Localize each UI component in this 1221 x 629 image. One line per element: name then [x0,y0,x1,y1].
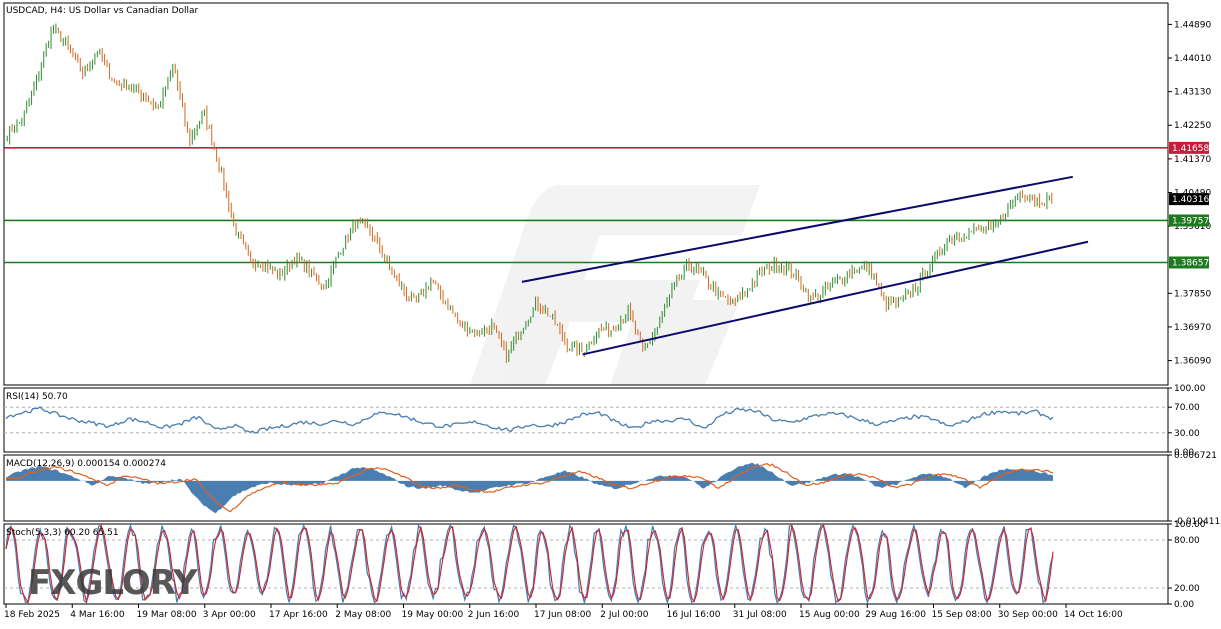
channel-upper-line[interactable] [521,175,1074,283]
x-tick-label: 19 May 00:00 [402,610,464,620]
y-tick-label: 1.36090 [1174,357,1211,367]
x-tick-label: 14 Oct 16:00 [1064,610,1123,620]
stoch-k-line [5,523,1054,605]
x-tick-label: 3 Apr 00:00 [203,610,256,620]
x-tick-label: 18 Feb 2025 [4,610,60,620]
macd-label: MACD(12,26,9) 0.000154 0.000274 [6,459,166,469]
x-tick-label: 2 Jun 16:00 [468,610,520,620]
level-price-label: 1.38657 [1172,258,1209,268]
y-tick-label: 1.39610 [1174,222,1211,232]
pane-border-macd [3,454,1169,522]
rsi-label: RSI(14) 50.70 [6,392,68,402]
level-price-label: 1.41658 [1172,144,1209,154]
x-tick-label: 2 Jul 00:00 [600,610,649,620]
level-price-label: 1.39757 [1172,216,1209,226]
level-price-tag [1169,256,1209,269]
stoch-axis-tick-label: 100.00 [1174,520,1206,530]
y-tick-label: 1.36970 [1174,323,1211,333]
stoch-label: Stoch(5,3,3) 60.20 65.51 [6,528,119,538]
watermark-logo-shape [470,185,760,385]
candles-group [6,23,1053,364]
watermark-logo-icon [470,185,760,385]
rsi-axis-tick-label: 100.00 [1174,384,1206,394]
current-price-tag [1169,193,1209,206]
rsi-axis-tick-label: 70.00 [1174,403,1200,413]
channel-lower-line[interactable] [582,240,1089,356]
y-tick-label: 1.44010 [1174,54,1211,64]
macd-signal-line [6,463,1054,513]
y-tick-label: 1.42250 [1174,121,1211,131]
macd-axis-tick-label: -0.010411 [1174,517,1220,527]
watermark-text: FXGLORY [28,563,198,603]
pane-border-rsi [3,387,1169,453]
chart-title: USDCAD, H4: US Dollar vs Canadian Dollar [6,6,199,16]
stoch-d-line [5,523,1054,604]
x-tick-label: 17 Jun 08:00 [534,610,591,620]
y-tick-label: 1.37850 [1174,289,1211,299]
pane-border-main [3,2,1169,386]
rsi-axis-tick-label: 0.00 [1174,448,1194,458]
pane-border-stoch [3,523,1169,605]
x-tick-label: 19 Mar 08:00 [137,610,197,620]
x-tick-label: 15 Sep 08:00 [932,610,992,620]
stoch-axis-tick-label: 20.00 [1174,584,1200,594]
level-price-tag [1169,141,1209,154]
rsi-axis-tick-label: 30.00 [1174,429,1200,439]
y-tick-label: 1.41370 [1174,155,1211,165]
y-tick-label: 1.44890 [1174,20,1211,30]
watermark-logo-shape [610,300,740,385]
stoch-axis-tick-label: 80.00 [1174,536,1200,546]
x-tick-label: 16 Jul 16:00 [667,610,721,620]
x-tick-label: 31 Jul 08:00 [733,610,787,620]
x-tick-label: 30 Sep 00:00 [998,610,1058,620]
y-tick-label: 1.43130 [1174,88,1211,98]
x-tick-label: 15 Aug 00:00 [799,610,860,620]
macd-axis-tick-label: 0.006721 [1174,451,1217,461]
level-price-tag [1169,214,1209,227]
x-tick-label: 17 Apr 16:00 [269,610,328,620]
current-price-label: 1.40316 [1172,195,1209,205]
x-tick-label: 2 May 08:00 [335,610,391,620]
stoch-axis-tick-label: 0.00 [1174,600,1194,610]
x-tick-label: 4 Mar 16:00 [70,610,125,620]
rsi-line [5,406,1054,434]
x-tick-label: 29 Aug 16:00 [865,610,926,620]
macd-histogram [6,462,1053,514]
